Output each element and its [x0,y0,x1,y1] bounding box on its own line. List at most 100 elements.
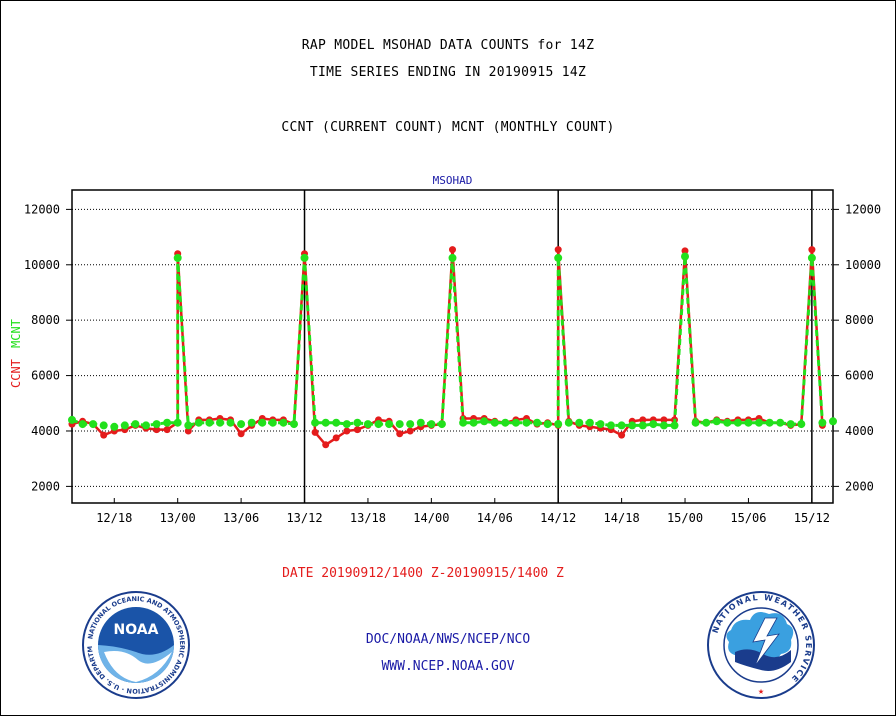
mcnt-point [437,420,446,429]
mcnt-point [691,418,700,427]
ccnt-point [808,246,816,254]
website-link[interactable]: WWW.NCEP.NOAA.GOV [381,659,515,674]
series-title: MSOHAD [433,174,473,187]
y-tick-label-right: 2000 [845,479,874,493]
x-tick-label: 13/06 [223,511,259,525]
mcnt-point [596,420,605,429]
y-tick-label-left: 10000 [24,258,60,272]
mcnt-point [776,418,785,427]
ccnt-point [660,416,668,424]
plot-frame [71,189,834,504]
mcnt-point [110,422,119,431]
ccnt-point [449,246,456,254]
mcnt-point [385,420,394,429]
ccnt-point [681,247,689,255]
mcnt-point [353,418,362,427]
x-tick-label: 12/18 [96,511,132,525]
ccnt-point [406,427,414,435]
mcnt-point [818,418,827,427]
mcnt-point [268,418,277,427]
mcnt-point [120,421,129,430]
mcnt-point [99,421,108,430]
date-range-label: DATE 20190912/1400 Z-20190915/1400 Z [282,566,564,581]
y-axis-label-mcnt: MCNT [9,319,23,348]
mcnt-point [258,418,267,427]
mcnt-point [712,417,721,426]
mcnt-point [501,418,510,427]
mcnt-point [786,420,795,429]
mcnt-point [78,420,87,429]
mcnt-point [744,418,753,427]
mcnt-point [765,418,774,427]
y-tick-label-right: 4000 [845,424,874,438]
mcnt-point [173,418,182,427]
mcnt-point [702,418,711,427]
x-tick-label: 14/18 [604,511,640,525]
mcnt-point [247,418,256,427]
x-tick-label: 14/06 [477,511,513,525]
ccnt-point [322,441,330,449]
ccnt-point [343,427,351,435]
y-tick-label-left: 6000 [31,369,60,383]
mcnt-point [649,420,658,429]
mcnt-point [807,253,816,262]
mcnt-series-line [71,255,834,429]
mcnt-point [416,418,425,427]
x-tick-label: 13/18 [350,511,386,525]
ccnt-point [639,416,647,424]
mcnt-point [332,418,341,427]
mcnt-point [607,421,615,430]
y-axis-label-ccnt: CCNT [9,359,23,388]
mcnt-point [363,420,372,429]
mcnt-point [427,420,436,429]
ccnt-point [237,430,245,438]
y-tick-label-right: 6000 [845,369,874,383]
mcnt-point [205,418,214,427]
ccnt-point [311,428,319,436]
mcnt-point [131,420,140,429]
nws-logo-icon: NATIONAL WEATHER SERVICE ★ [707,591,815,699]
y-tick-label-right: 10000 [845,258,881,272]
mcnt-point [554,253,563,262]
mcnt-point [311,418,320,427]
mcnt-point [564,418,573,427]
mcnt-point [522,418,531,427]
mcnt-point [184,421,193,430]
y-tick-label-left: 8000 [31,313,60,327]
y-tick-label-left: 4000 [31,424,60,438]
mcnt-point [89,420,98,429]
mcnt-point [554,420,563,429]
mcnt-point [374,420,383,429]
mcnt-point [829,417,837,426]
x-tick-label: 14/12 [540,511,576,525]
mcnt-point [490,418,499,427]
ccnt-point [554,246,562,254]
mcnt-point [290,420,298,429]
noaa-logo-text: NOAA [114,622,159,638]
mcnt-point [628,421,637,430]
ccnt-point [353,426,361,434]
mcnt-point [459,418,468,427]
chart-title-line2: TIME SERIES ENDING IN 20190915 14Z [309,65,587,80]
ccnt-point [153,426,161,434]
mcnt-point [194,418,203,427]
mcnt-point [543,420,552,429]
mcnt-point [173,253,182,262]
mcnt-point [300,253,309,262]
mcnt-point [638,421,647,430]
x-tick-label: 14/00 [413,511,449,525]
y-tick-label-left: 12000 [24,202,60,216]
ccnt-point [100,431,108,439]
x-tick-label: 15/12 [794,511,830,525]
mcnt-point [342,420,351,429]
mcnt-point [226,418,235,427]
mcnt-point [152,420,161,429]
y-tick-label-right: 12000 [845,202,881,216]
mcnt-point [279,418,288,427]
chart-title-line1: RAP MODEL MSOHAD DATA COUNTS for 14Z [301,38,595,53]
mcnt-point [659,421,668,430]
ccnt-point [163,426,171,434]
x-tick-label: 13/00 [160,511,196,525]
mcnt-point [406,420,415,429]
